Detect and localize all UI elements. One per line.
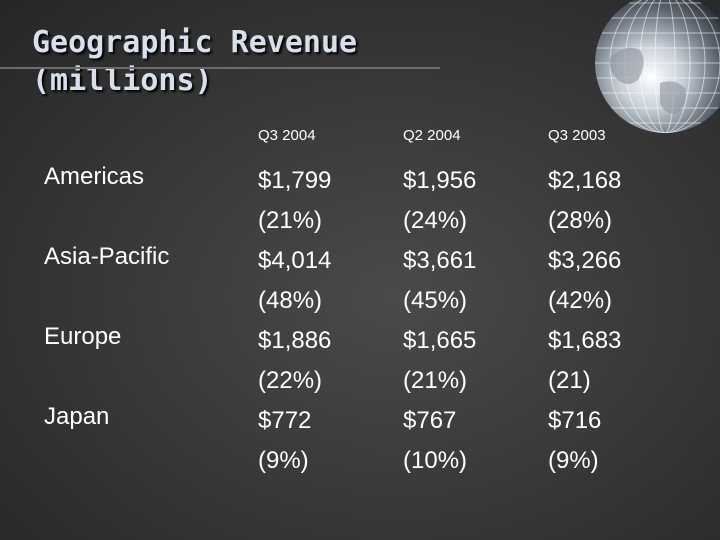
region-label-europe: Europe (44, 323, 122, 350)
japan-q2-2004-share: (10%) (403, 447, 468, 474)
japan-q3-2003-share: (9%) (548, 447, 599, 474)
asia-pacific-q3-2004-share: (48%) (258, 287, 323, 314)
globe-icon (595, 0, 720, 133)
asia-pacific-q2-2004-value: $3,661 (403, 247, 477, 274)
americas-q3-2004-value: $1,799 (258, 167, 332, 194)
column-header-q3-2004: Q3 2004 (258, 127, 316, 144)
japan-q3-2004-value: $772 (258, 407, 312, 434)
asia-pacific-q3-2003-value: $3,266 (548, 247, 622, 274)
region-label-americas: Americas (44, 163, 145, 190)
slide-title: Geographic Revenue (millions) (32, 24, 357, 100)
column-q3-2003: $2,168 (28%) $3,266 (42%) $1,683 (21) $7… (548, 161, 621, 481)
americas-q3-2003-share: (28%) (548, 207, 613, 234)
japan-q3-2003-value: $716 (548, 407, 602, 434)
europe-q2-2004-value: $1,665 (403, 327, 477, 354)
column-q2-2004: $1,956 (24%) $3,661 (45%) $1,665 (21%) $… (403, 161, 476, 481)
europe-q2-2004-share: (21%) (403, 367, 468, 394)
asia-pacific-q2-2004-share: (45%) (403, 287, 468, 314)
europe-q3-2003-share: (21) (548, 367, 591, 394)
europe-q3-2004-share: (22%) (258, 367, 323, 394)
americas-q3-2004-share: (21%) (258, 207, 323, 234)
americas-q2-2004-value: $1,956 (403, 167, 477, 194)
americas-q3-2003-value: $2,168 (548, 167, 622, 194)
column-q3-2004: $1,799 (21%) $4,014 (48%) $1,886 (22%) $… (258, 161, 331, 481)
title-underline (0, 67, 440, 69)
column-header-q2-2004: Q2 2004 (403, 127, 461, 144)
europe-q3-2003-value: $1,683 (548, 327, 622, 354)
europe-q3-2004-value: $1,886 (258, 327, 332, 354)
americas-q2-2004-share: (24%) (403, 207, 468, 234)
japan-q2-2004-value: $767 (403, 407, 457, 434)
asia-pacific-q3-2003-share: (42%) (548, 287, 613, 314)
region-label-asia-pacific: Asia-Pacific (44, 243, 170, 270)
title-line-1: Geographic Revenue (32, 25, 358, 60)
column-header-q3-2003: Q3 2003 (548, 127, 606, 144)
asia-pacific-q3-2004-value: $4,014 (258, 247, 332, 274)
japan-q3-2004-share: (9%) (258, 447, 309, 474)
region-label-japan: Japan (44, 403, 110, 430)
